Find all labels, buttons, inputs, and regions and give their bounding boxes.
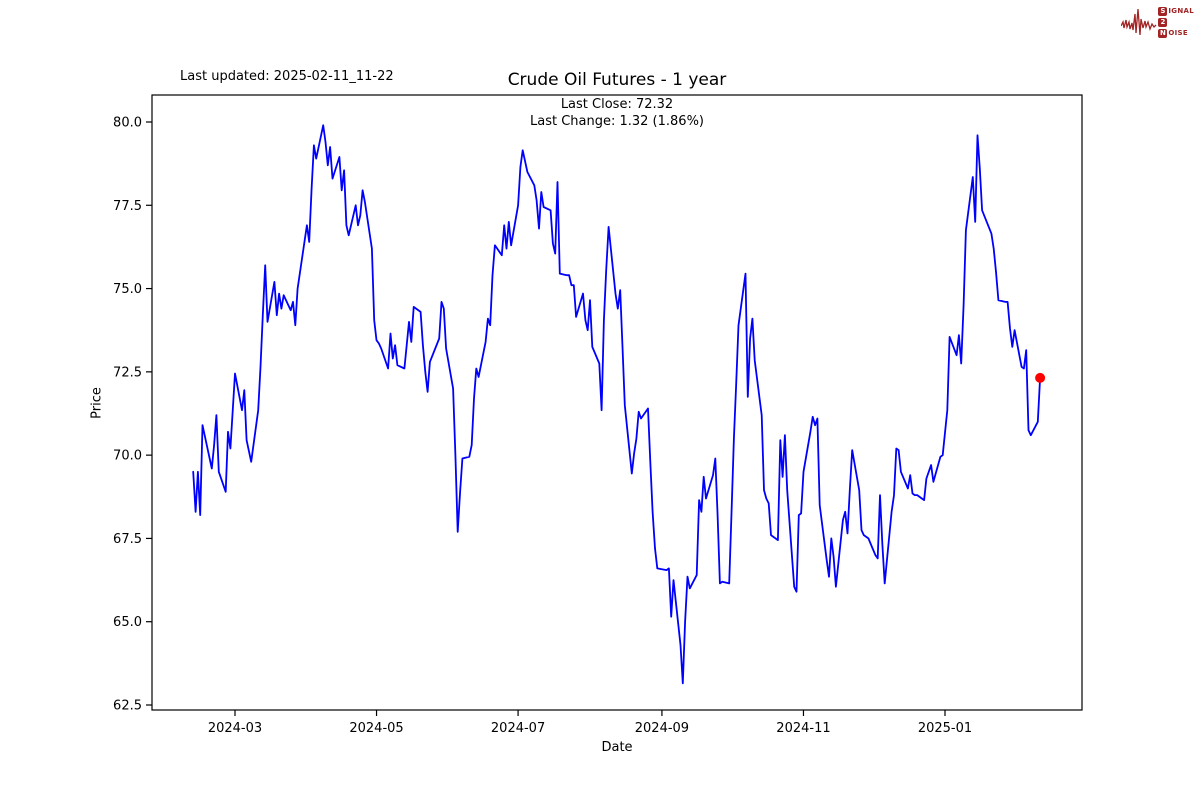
logo-badge-s: S: [1158, 6, 1168, 16]
y-tick-label: 62.5: [113, 699, 142, 714]
chart-title: Crude Oil Futures - 1 year: [507, 70, 727, 90]
x-tick-label: 2024-11: [776, 721, 830, 736]
logo-word-2: 2: [1158, 17, 1194, 27]
y-tick-label: 80.0: [113, 116, 142, 131]
last-updated-text: Last updated: 2025-02-11_11-22: [180, 69, 394, 84]
x-tick-label: 2024-09: [635, 721, 689, 736]
x-tick-label: 2024-07: [491, 721, 545, 736]
last-close-annotation: Last Close: 72.32: [560, 97, 674, 112]
logo-badge-2: 2: [1158, 17, 1168, 27]
y-tick-label: 75.0: [113, 282, 142, 297]
last-price-marker: [1035, 372, 1046, 383]
x-tick-label: 2025-01: [918, 721, 972, 736]
price-series-line: [192, 124, 1041, 685]
y-tick-label: 72.5: [113, 365, 142, 380]
logo-badge-n: N: [1158, 28, 1168, 38]
logo-word-noise: N OISE: [1158, 28, 1188, 38]
signal2noise-logo: S IGNAL 2 N OISE: [1121, 5, 1194, 39]
x-tick-label: 2024-03: [208, 721, 262, 736]
logo-word-signal: S IGNAL: [1158, 6, 1194, 16]
logo-words: S IGNAL 2 N OISE: [1158, 5, 1194, 39]
waveform-icon: [1121, 8, 1157, 36]
y-tick-label: 65.0: [113, 615, 142, 630]
x-tick-label: 2024-05: [349, 721, 403, 736]
x-axis-label: Date: [601, 740, 633, 755]
plot-border: [151, 94, 1083, 711]
y-tick-label: 67.5: [113, 532, 142, 547]
last-change-annotation: Last Change: 1.32 (1.86%): [529, 114, 704, 129]
y-tick-label: 77.5: [113, 199, 142, 214]
y-tick-label: 70.0: [113, 449, 142, 464]
